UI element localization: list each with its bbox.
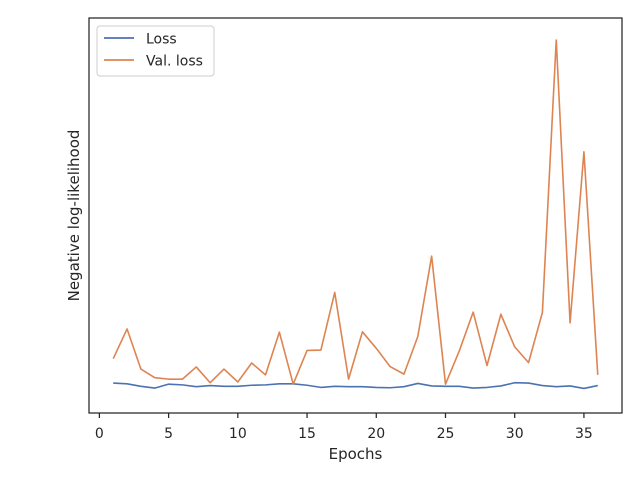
- x-tick-label: 25: [437, 426, 455, 442]
- legend-label-loss: Loss: [146, 32, 177, 48]
- x-tick-label: 5: [164, 426, 173, 442]
- legend-label-val-loss: Val. loss: [146, 54, 203, 70]
- x-tick-label: 0: [95, 426, 104, 442]
- x-tick-label: 30: [506, 426, 524, 442]
- y-axis-label: Negative log-likelihood: [65, 130, 83, 302]
- series-line-loss: [113, 381, 598, 390]
- x-tick-label: 20: [367, 426, 385, 442]
- x-tick-label: 35: [575, 426, 593, 442]
- x-tick-label: 10: [229, 426, 247, 442]
- plot-frame: [88, 17, 623, 414]
- series-line-val-loss: [112, 39, 599, 385]
- x-tick-label: 15: [298, 426, 316, 442]
- x-axis-label: Epochs: [329, 445, 383, 463]
- legend: Loss Val. loss: [96, 25, 215, 77]
- x-axis-ticks: 0 5 10 15 20 25 30 35: [95, 413, 593, 442]
- plot-lines: [112, 39, 599, 390]
